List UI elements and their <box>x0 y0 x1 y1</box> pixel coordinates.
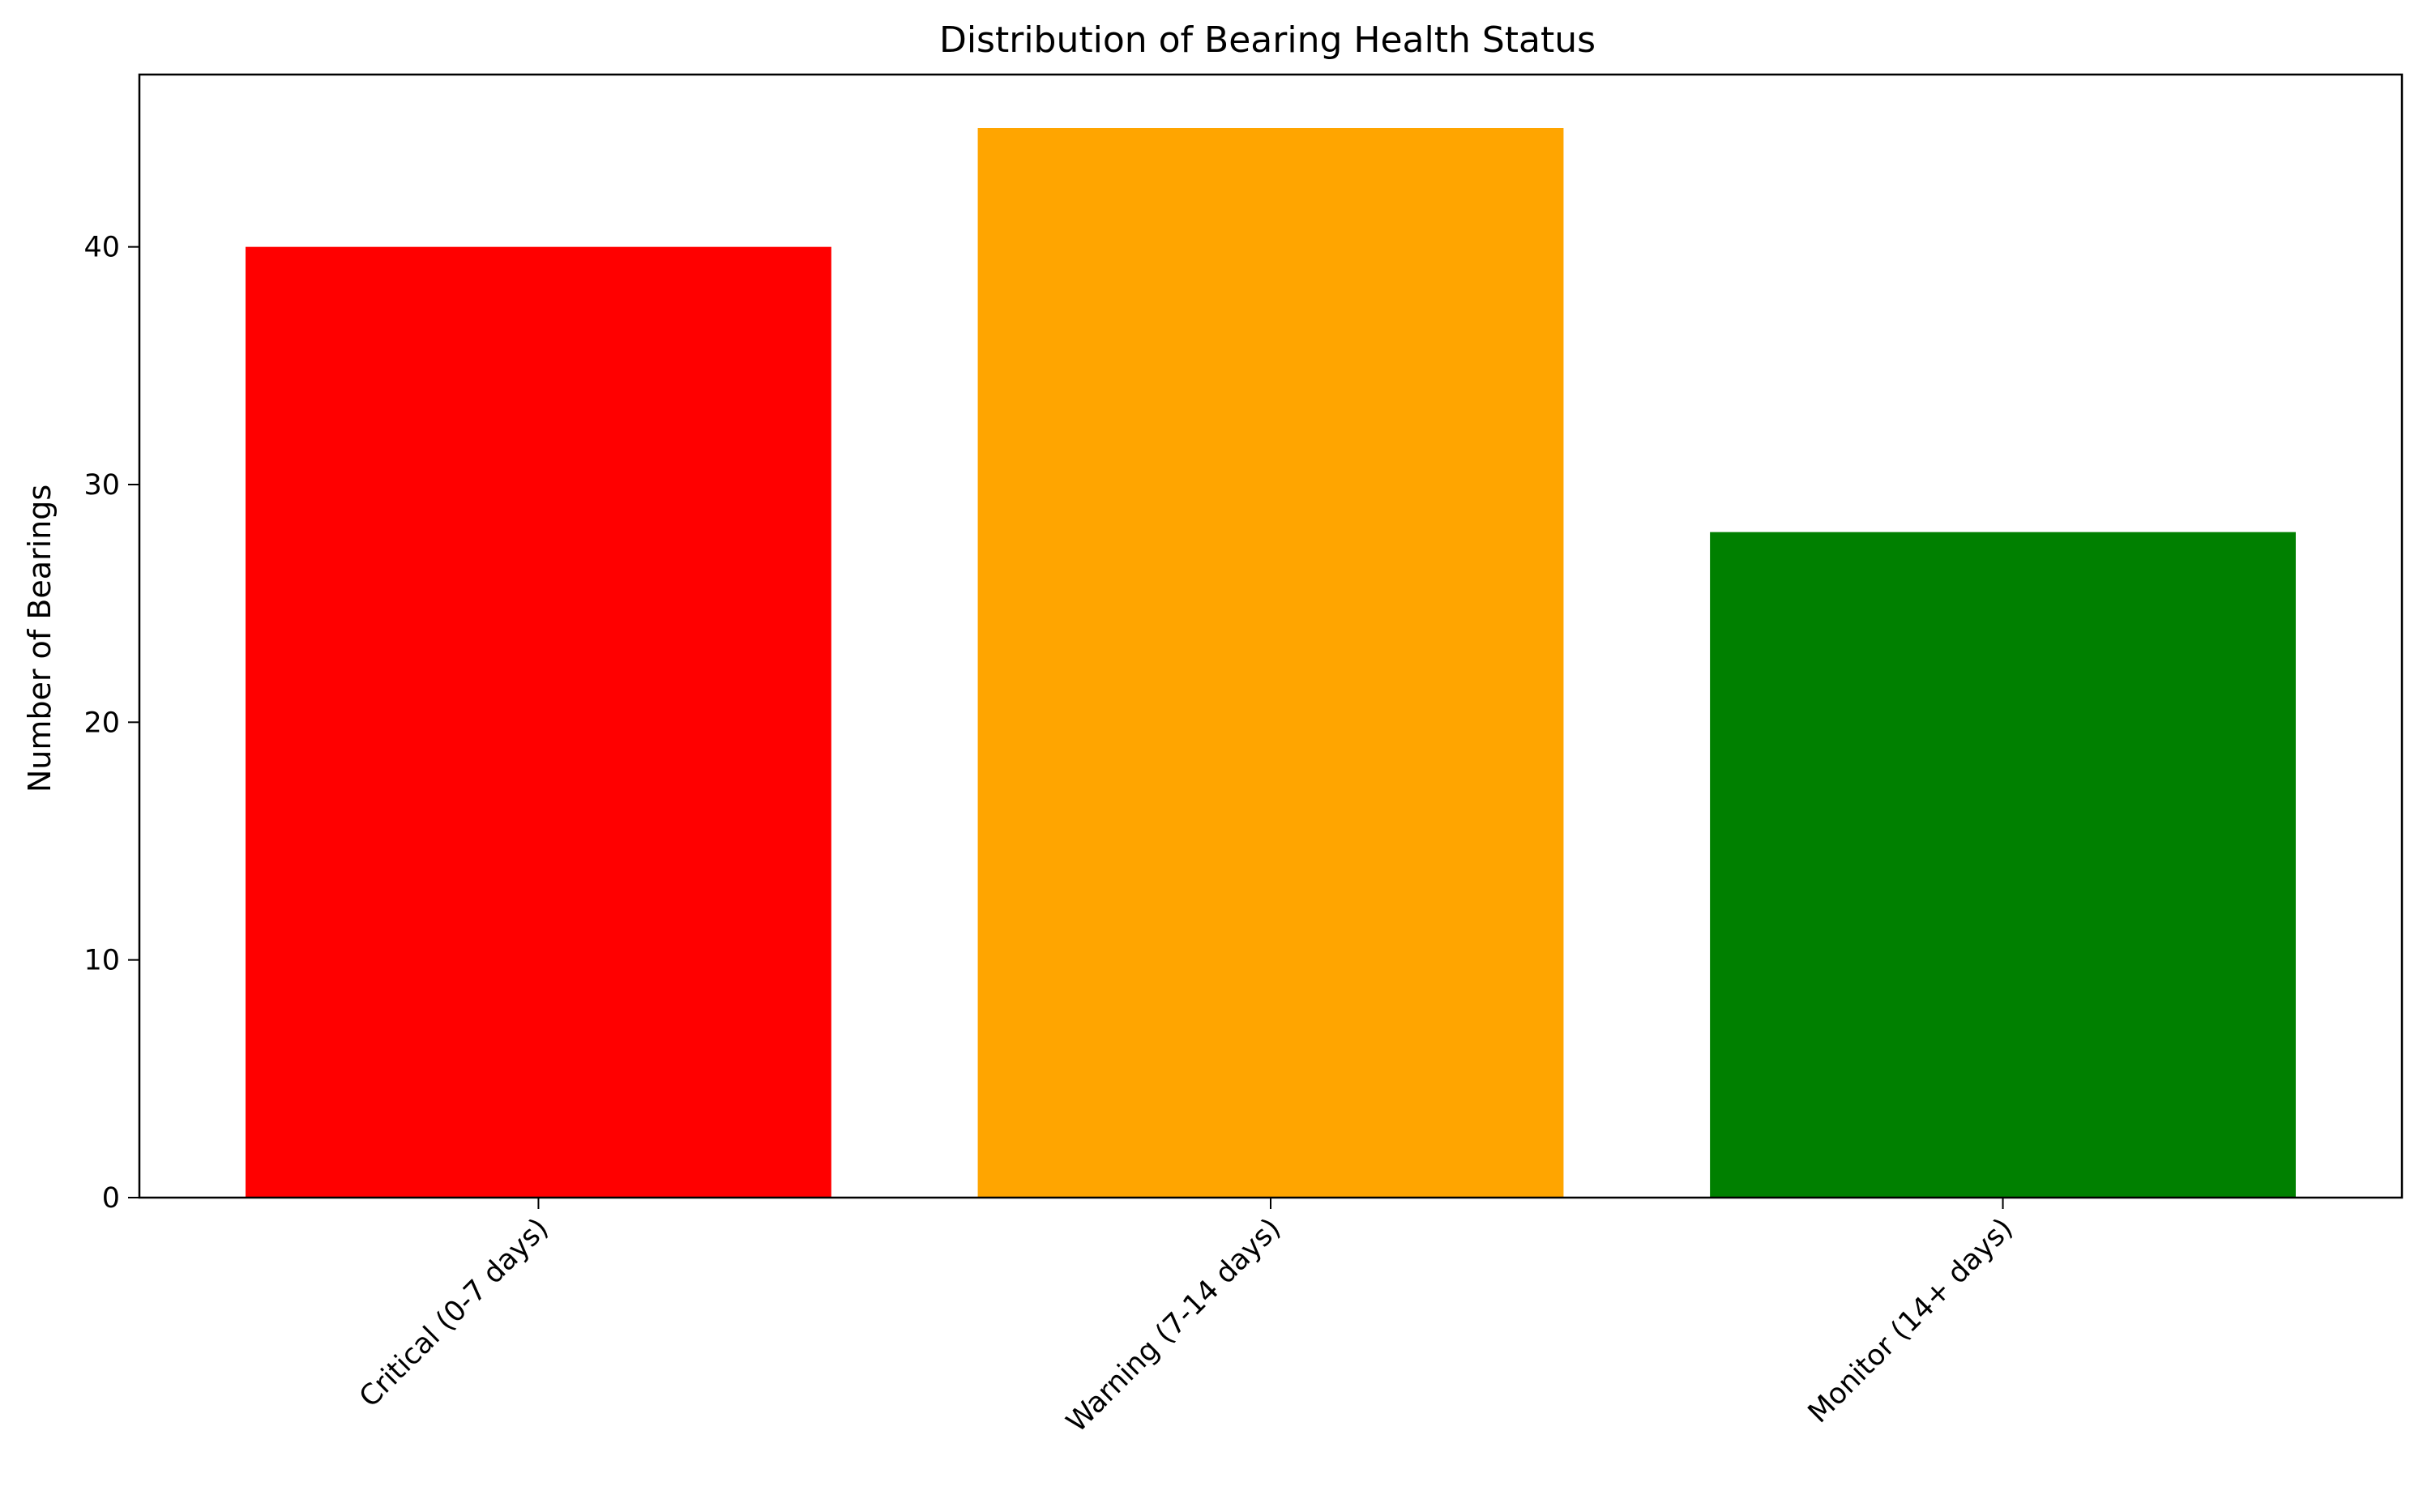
bar-2 <box>977 128 1564 1198</box>
y-axis-ticks: 0 10 20 30 40 <box>83 232 139 1215</box>
bar-3 <box>1710 532 2296 1198</box>
bars-group <box>246 128 2296 1198</box>
bar-1 <box>246 246 831 1198</box>
chart-title: Distribution of Bearing Health Status <box>939 19 1596 61</box>
y-tick-label: 10 <box>83 945 120 977</box>
y-axis-label: Number of Bearings <box>22 485 58 792</box>
y-tick-label: 30 <box>83 469 120 502</box>
y-tick-label: 20 <box>83 707 120 739</box>
plot-frame <box>138 73 2404 1199</box>
y-tick-label: 40 <box>83 232 120 264</box>
y-tick-label: 0 <box>102 1182 120 1215</box>
